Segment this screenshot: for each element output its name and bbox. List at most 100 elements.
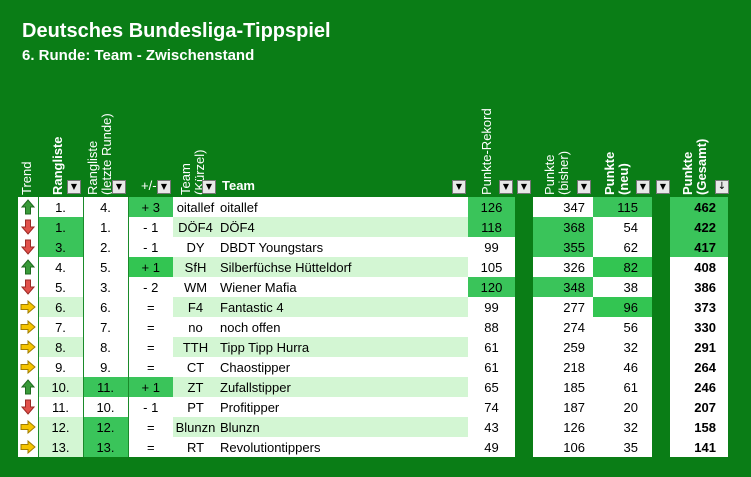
diff-cell: - 1: [127, 237, 173, 257]
team-abbr-cell: CT: [173, 357, 218, 377]
arrow-up-icon: [18, 379, 38, 395]
points-new-cell: 62: [593, 237, 652, 257]
arrow-right-icon: [18, 320, 38, 334]
table-row: 6. 6. = F4 Fantastic 4 99 277 96 373: [18, 297, 728, 317]
filter-new-button[interactable]: ▼: [636, 180, 650, 194]
spacer-cell: [515, 277, 533, 297]
filter-record-button[interactable]: ▼: [499, 180, 513, 194]
points-new-cell: 115: [593, 197, 652, 217]
record-cell: 99: [468, 237, 515, 257]
table-row: 9. 9. = CT Chaostipper 61 218 46 264: [18, 357, 728, 377]
rank-cell: 6.: [37, 297, 83, 317]
header-record: Punkte-Rekord: [479, 108, 494, 195]
record-cell: 88: [468, 317, 515, 337]
arrow-down-icon: [18, 219, 38, 235]
points-total-cell: 373: [670, 297, 728, 317]
filter-gap1-button[interactable]: ▼: [517, 180, 531, 194]
record-cell: 43: [468, 417, 515, 437]
team-abbr-cell: ZT: [173, 377, 218, 397]
trend-cell: [18, 197, 38, 217]
prev-rank-cell: 5.: [82, 257, 128, 277]
prev-rank-cell: 8.: [82, 337, 128, 357]
team-abbr-cell: PT: [173, 397, 218, 417]
prev-rank-cell: 1.: [82, 217, 128, 237]
rank-cell: 4.: [37, 257, 83, 277]
filter-team-abbr-button[interactable]: ▼: [202, 180, 216, 194]
trend-cell: [18, 317, 38, 337]
team-abbr-cell: Blunzn: [173, 417, 218, 437]
prev-rank-cell: 4.: [82, 197, 128, 217]
team-abbr-cell: no: [173, 317, 218, 337]
arrow-up-icon: [18, 259, 38, 275]
filter-before-button[interactable]: ▼: [577, 180, 591, 194]
diff-cell: + 3: [127, 197, 173, 217]
team-name-cell: DÖF4: [218, 217, 468, 237]
points-new-cell: 46: [593, 357, 652, 377]
filter-rangliste-prev-button[interactable]: ▼: [112, 180, 126, 194]
points-total-cell: 264: [670, 357, 728, 377]
points-new-cell: 32: [593, 417, 652, 437]
spacer-cell: [515, 377, 533, 397]
spacer-cell: [515, 337, 533, 357]
spacer-cell: [515, 297, 533, 317]
arrow-right-icon: [18, 340, 38, 354]
team-abbr-cell: RT: [173, 437, 218, 457]
filter-rangliste-button[interactable]: ▼: [67, 180, 81, 194]
spacer-cell: [515, 417, 533, 437]
diff-cell: - 1: [127, 217, 173, 237]
header-total-sub: (Gesamt): [694, 138, 709, 195]
trend-cell: [18, 397, 38, 417]
spacer-cell: [515, 397, 533, 417]
record-cell: 126: [468, 197, 515, 217]
points-new-cell: 38: [593, 277, 652, 297]
table-row: 5. 3. - 2 WM Wiener Mafia 120 348 38 386: [18, 277, 728, 297]
spacer-cell: [515, 237, 533, 257]
points-before-cell: 347: [533, 197, 593, 217]
arrow-up-icon: [18, 199, 38, 215]
trend-cell: [18, 337, 38, 357]
trend-cell: [18, 237, 38, 257]
team-name-cell: Profitipper: [218, 397, 468, 417]
diff-cell: =: [127, 337, 173, 357]
points-total-cell: 417: [670, 237, 728, 257]
points-total-cell: 141: [670, 437, 728, 457]
spacer-cell: [515, 257, 533, 277]
points-new-cell: 32: [593, 337, 652, 357]
rank-cell: 11.: [37, 397, 83, 417]
filter-gap2-button[interactable]: ▼: [656, 180, 670, 194]
standings-table: 1. 4. + 3 oitallef oitallef 126 347 115 462 1. 1. -…: [18, 197, 729, 457]
diff-cell: - 1: [127, 397, 173, 417]
trend-cell: [18, 377, 38, 397]
arrow-right-icon: [18, 360, 38, 374]
sort-total-button[interactable]: ↓: [715, 180, 729, 194]
record-cell: 61: [468, 337, 515, 357]
filter-diff-button[interactable]: ▼: [157, 180, 171, 194]
prev-rank-cell: 3.: [82, 277, 128, 297]
prev-rank-cell: 12.: [82, 417, 128, 437]
filter-team-button[interactable]: ▼: [452, 180, 466, 194]
rank-cell: 8.: [37, 337, 83, 357]
header-before-sub: (bisher): [556, 150, 571, 195]
diff-cell: =: [127, 357, 173, 377]
table-row: 1. 4. + 3 oitallef oitallef 126 347 115 462: [18, 197, 728, 217]
record-cell: 49: [468, 437, 515, 457]
spacer-cell: [515, 437, 533, 457]
points-total-cell: 386: [670, 277, 728, 297]
spacer-cell: [652, 237, 670, 257]
points-total-cell: 158: [670, 417, 728, 437]
record-cell: 61: [468, 357, 515, 377]
record-cell: 120: [468, 277, 515, 297]
table-row: 8. 8. = TTH Tipp Tipp Hurra 61 259 32 291: [18, 337, 728, 357]
trend-cell: [18, 257, 38, 277]
prev-rank-cell: 10.: [82, 397, 128, 417]
spacer-cell: [515, 317, 533, 337]
trend-cell: [18, 217, 38, 237]
rank-cell: 10.: [37, 377, 83, 397]
points-new-cell: 96: [593, 297, 652, 317]
arrow-down-icon: [18, 279, 38, 295]
spacer-cell: [652, 337, 670, 357]
points-total-cell: 291: [670, 337, 728, 357]
header-team: Team: [222, 178, 255, 193]
spacer-cell: [652, 197, 670, 217]
rank-cell: 9.: [37, 357, 83, 377]
